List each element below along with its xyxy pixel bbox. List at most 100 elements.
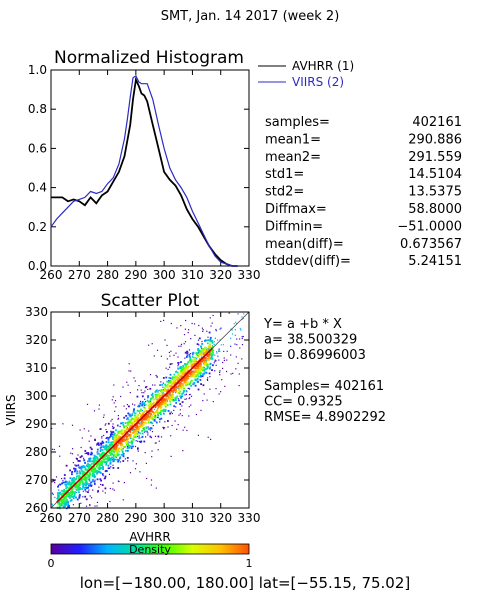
scatter-point xyxy=(129,433,132,436)
scatter-point xyxy=(155,397,157,399)
scatter-point xyxy=(199,361,202,364)
scatter-point xyxy=(71,479,73,481)
scatter-point xyxy=(180,345,182,347)
scatter-point xyxy=(164,402,167,405)
scatter-point xyxy=(103,478,105,480)
scatter-point xyxy=(116,437,118,440)
scatter-point xyxy=(185,398,187,400)
scatter-point xyxy=(68,486,71,489)
scatter-point xyxy=(76,486,79,489)
scatter-point xyxy=(216,351,218,353)
scatter-point xyxy=(107,422,110,425)
scatter-point xyxy=(198,352,200,354)
hist-stat-value: 0.673567 xyxy=(400,237,462,252)
scatter-point xyxy=(235,356,237,358)
density-colorbar: Density 0 1 xyxy=(48,543,253,570)
scatter-point xyxy=(81,469,83,471)
scatter-point xyxy=(79,429,81,431)
scatter-point xyxy=(104,461,106,464)
scatter-point xyxy=(137,410,140,413)
scatter-point xyxy=(131,441,133,444)
scatter-point xyxy=(97,462,99,465)
scatter-point xyxy=(207,363,209,366)
scatter-point xyxy=(201,343,204,345)
scatter-point xyxy=(202,351,205,353)
scatter-point xyxy=(88,457,91,460)
scatter-point xyxy=(87,467,90,469)
scatter-point xyxy=(166,358,168,360)
scatter-point xyxy=(69,492,72,494)
scatter-point xyxy=(214,370,216,372)
scatter-point xyxy=(200,367,203,369)
scatter-point xyxy=(130,437,133,440)
scatter-stat-line: b= 0.86996003 xyxy=(264,348,366,363)
scatter-point xyxy=(114,410,116,412)
scatter-point xyxy=(127,438,130,440)
scatter-point xyxy=(181,369,183,372)
scatter-point xyxy=(127,433,129,435)
scatter-point xyxy=(160,394,162,397)
scatter-point xyxy=(99,471,101,474)
scatter-point xyxy=(142,400,144,403)
scatter-point xyxy=(102,466,104,469)
scatter-point xyxy=(78,475,81,477)
scatter-point xyxy=(97,458,99,460)
scatter-point xyxy=(159,390,162,392)
scatter-point xyxy=(59,483,61,486)
scatter-point xyxy=(220,344,222,346)
scatter-point xyxy=(176,376,179,379)
scatter-point xyxy=(188,415,190,417)
scatter-point xyxy=(126,439,129,442)
scatter-point xyxy=(71,424,74,426)
scatter-point xyxy=(62,493,64,495)
scatter-point xyxy=(115,406,117,408)
scatter-point xyxy=(178,345,180,347)
scatter-point xyxy=(186,355,188,357)
scatter-point xyxy=(113,451,115,453)
scatter-point xyxy=(81,479,83,481)
scatter-point xyxy=(80,455,83,458)
scatter-point xyxy=(170,455,172,457)
scatter-point xyxy=(87,452,90,454)
scatter-point xyxy=(89,504,91,507)
scatter-point xyxy=(209,351,212,353)
scatter-point xyxy=(181,415,183,417)
scatter-point xyxy=(70,491,73,494)
scatter-point xyxy=(99,467,101,470)
scatter-point xyxy=(188,406,190,408)
scatter-point xyxy=(63,501,65,503)
scatter-point xyxy=(184,363,186,365)
scatter-point xyxy=(175,399,177,401)
scatter-xtick-label: 280 xyxy=(96,511,119,525)
scatter-point xyxy=(224,385,226,387)
scatter-point xyxy=(204,352,207,354)
scatter-point xyxy=(98,404,100,406)
hist-stat-value: −51.0000 xyxy=(397,219,462,234)
scatter-point xyxy=(184,376,186,379)
scatter-point xyxy=(177,373,180,376)
scatter-point xyxy=(195,352,198,354)
scatter-point xyxy=(129,472,132,474)
scatter-point xyxy=(92,489,94,491)
scatter-point xyxy=(131,417,134,420)
scatter-point xyxy=(190,404,192,406)
scatter-stat-line: RMSE= 4.8902292 xyxy=(264,410,386,425)
scatter-point xyxy=(92,469,95,472)
scatter-point xyxy=(211,355,213,357)
scatter-point xyxy=(114,453,116,455)
scatter-point xyxy=(109,462,112,465)
scatter-point xyxy=(105,423,107,425)
scatter-point xyxy=(206,342,209,345)
scatter-point xyxy=(110,435,112,437)
scatter-point xyxy=(169,391,171,394)
scatter-point xyxy=(135,424,137,427)
scatter-point xyxy=(113,442,116,444)
scatter-point xyxy=(141,410,144,412)
scatter-point xyxy=(143,380,145,382)
scatter-point xyxy=(161,403,164,406)
scatter-point xyxy=(123,430,126,432)
scatter-point xyxy=(208,345,210,348)
scatter-xtick-label: 260 xyxy=(40,511,63,525)
scatter-point xyxy=(127,412,130,415)
